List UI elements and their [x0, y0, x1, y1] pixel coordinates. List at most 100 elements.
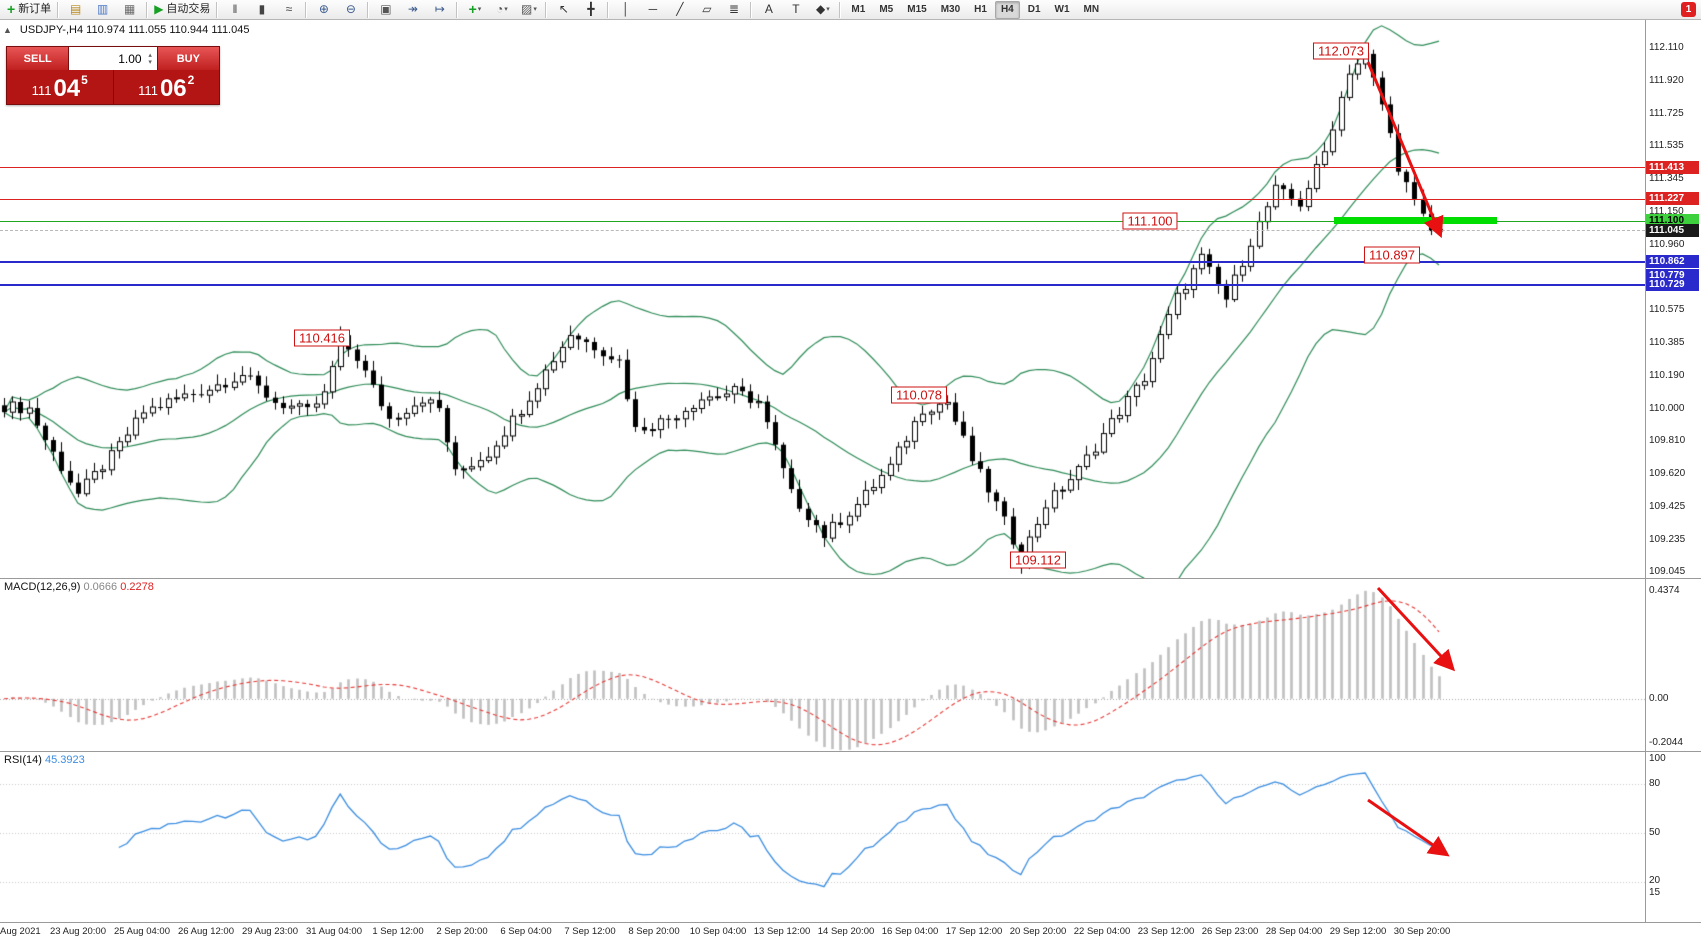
new-order-icon: +: [7, 1, 16, 17]
sell-price[interactable]: 111 04 5: [7, 70, 114, 104]
trendline-button[interactable]: ╱: [666, 0, 693, 19]
indicators-button[interactable]: + ▾: [461, 0, 488, 19]
tile-windows-icon: ▣: [380, 2, 392, 16]
price-tag: 111.413: [1646, 160, 1699, 174]
periods-button[interactable]: ◔ ▾: [488, 0, 515, 19]
line-chart-button[interactable]: ≈: [275, 0, 302, 19]
vertical-line-button[interactable]: │: [612, 0, 639, 19]
auto-trading-label: 自动交易: [166, 3, 211, 15]
price-tick-label: 110.190: [1649, 370, 1685, 382]
bars-chart-button[interactable]: ‖: [221, 0, 248, 19]
price-tag: 111.045: [1646, 223, 1699, 237]
zoom-out-icon: ⊖: [345, 2, 356, 16]
price-tick-label: 109.045: [1649, 566, 1686, 578]
notification-badge[interactable]: 1: [1681, 2, 1696, 17]
macd-axis-label: 0.00: [1649, 693, 1669, 704]
timeframe-mn[interactable]: MN: [1083, 4, 1100, 15]
profiles-icon: ▥: [97, 2, 109, 16]
cursor-button[interactable]: ↖: [550, 0, 577, 19]
text-tool-button[interactable]: A: [755, 0, 782, 19]
time-axis-separator: [0, 922, 1701, 923]
auto-trading-button[interactable]: ▶ 自动交易: [151, 0, 213, 19]
time-label: 29 Aug 23:00: [242, 926, 298, 937]
volume-input[interactable]: [69, 50, 144, 67]
price-tick-label: 109.425: [1649, 501, 1686, 513]
indicators-icon: +: [468, 1, 477, 17]
profiles-button[interactable]: ▥: [89, 0, 116, 19]
buy-button[interactable]: BUY: [157, 47, 220, 70]
chart-shift-button[interactable]: ↦: [426, 0, 453, 19]
sell-button[interactable]: SELL: [7, 47, 69, 70]
price-tick-label: 110.960: [1649, 238, 1685, 250]
trade-panel-toggle-icon[interactable]: ▲: [3, 25, 12, 35]
timeframe-m5[interactable]: M5: [879, 4, 894, 15]
crosshair-button[interactable]: ╋: [577, 0, 604, 19]
time-label: 26 Aug 12:00: [178, 926, 234, 937]
fibonacci-icon: ≣: [728, 2, 739, 16]
channel-button[interactable]: ▱: [693, 0, 720, 19]
candlestick-chart-canvas[interactable]: [0, 20, 1645, 578]
time-label: 8 Sep 20:00: [628, 926, 680, 937]
rsi-canvas[interactable]: [0, 752, 1645, 922]
candlestick-chart-icon: ▮: [258, 2, 266, 16]
label-tool-button[interactable]: T: [782, 0, 809, 19]
chevron-down-icon: ▾: [477, 6, 482, 13]
toolbar-separator: [146, 1, 149, 18]
cursor-icon: ↖: [558, 2, 569, 16]
time-label: 2 Sep 20:00: [436, 926, 488, 937]
volume-increase-button[interactable]: ▴: [148, 51, 152, 59]
volume-decrease-button[interactable]: ▾: [148, 58, 152, 66]
price-tick-label: 110.575: [1649, 304, 1685, 316]
price-tag: 111.227: [1646, 192, 1699, 206]
chevron-down-icon: ▾: [533, 6, 537, 13]
tile-windows-button[interactable]: ▣: [372, 0, 399, 19]
time-label: 29 Sep 12:00: [1329, 926, 1387, 937]
timeframe-m15[interactable]: M15: [907, 4, 927, 15]
new-order-button[interactable]: + 新订单: [4, 0, 54, 19]
time-label: 20 Aug 2021: [0, 926, 41, 937]
timeframe-w1[interactable]: W1: [1054, 4, 1070, 15]
price-tick-label: 110.385: [1649, 336, 1685, 348]
rsi-separator[interactable]: [0, 751, 1701, 752]
text-tool-icon: A: [764, 2, 773, 16]
rsi-panel[interactable]: RSI(14) 45.3923: [0, 752, 1645, 922]
horizontal-line-icon: ─: [648, 2, 658, 16]
templates-icon: ▨: [520, 2, 533, 16]
fibonacci-button[interactable]: ≣: [720, 0, 747, 19]
timeframe-h1[interactable]: H1: [974, 4, 987, 15]
time-label: 10 Sep 04:00: [689, 926, 747, 937]
price-tick-label: 111.150: [1649, 206, 1684, 218]
templates-button[interactable]: ▨ ▾: [515, 0, 542, 19]
time-label: 28 Sep 04:00: [1265, 926, 1323, 937]
shapes-button[interactable]: ◆ ▾: [809, 0, 836, 19]
macd-panel[interactable]: MACD(12,26,9) 0.0666 0.2278: [0, 579, 1645, 751]
timeframe-d1[interactable]: D1: [1027, 4, 1041, 15]
zoom-in-button[interactable]: ⊕: [310, 0, 337, 19]
timeframe-m1[interactable]: M1: [851, 4, 866, 15]
auto-scroll-icon: ↠: [407, 2, 418, 16]
charts-grid-button[interactable]: ▤: [62, 0, 89, 19]
toolbar-separator: [305, 1, 308, 18]
price-axis[interactable]: 112.110 111.920 111.725 111.535 111.345 111.1…: [1645, 20, 1701, 922]
channel-icon: ▱: [702, 2, 712, 16]
time-label: 1 Sep 12:00: [372, 926, 424, 937]
data-window-button[interactable]: ▦: [116, 0, 143, 19]
time-axis[interactable]: 20 Aug 2021 23 Aug 20:00 25 Aug 04:00 26 Au…: [0, 923, 1701, 941]
macd-axis-label: 0.4374: [1649, 585, 1680, 596]
horizontal-line-button[interactable]: ─: [639, 0, 666, 19]
chart-shift-icon: ↦: [434, 2, 445, 16]
data-window-icon: ▦: [124, 2, 136, 16]
macd-canvas[interactable]: [0, 579, 1645, 751]
zoom-out-button[interactable]: ⊖: [337, 0, 364, 19]
timeframe-h4[interactable]: H4: [994, 0, 1020, 19]
candlestick-chart-button[interactable]: ▮: [248, 0, 275, 19]
buy-price[interactable]: 111 06 2: [138, 73, 195, 102]
price-tag: 110.862: [1646, 254, 1699, 268]
auto-scroll-button[interactable]: ↠: [399, 0, 426, 19]
timeframe-m30[interactable]: M30: [940, 4, 961, 15]
macd-separator[interactable]: [0, 578, 1701, 579]
green-highlight-bar[interactable]: [1334, 217, 1497, 224]
main-chart[interactable]: 112.073 111.100 110.897 110.416 110.078 109.1…: [0, 20, 1645, 578]
volume-field[interactable]: ▴ ▾: [68, 47, 158, 70]
